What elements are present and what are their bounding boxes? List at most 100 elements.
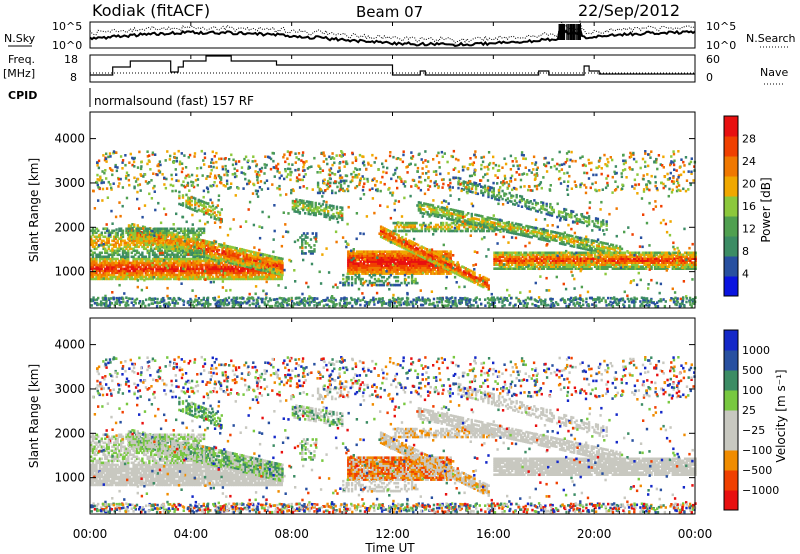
- scatter-cell: [251, 254, 254, 258]
- scatter-cell: [127, 253, 130, 257]
- scatter-cell: [150, 277, 153, 281]
- scatter-cell: [118, 273, 121, 277]
- scatter-cell: [192, 263, 195, 267]
- scatter-cell: [167, 277, 170, 281]
- scatter-cell: [194, 239, 198, 243]
- scatter-cell: [168, 243, 171, 247]
- scatter-cell: [158, 277, 162, 281]
- scatter-cell: [208, 271, 211, 275]
- scatter-cell: [315, 240, 318, 243]
- scatter-cell: [105, 277, 109, 281]
- scatter-cell: [148, 263, 151, 267]
- scatter-cell: [91, 261, 95, 265]
- scatter-cell: [95, 255, 98, 259]
- scatter-cell: [171, 269, 174, 273]
- scatter-cell: [139, 227, 142, 231]
- scatter-cell: [97, 263, 100, 267]
- scatter-cell: [229, 265, 232, 269]
- scatter-cell: [121, 247, 125, 251]
- scatter-cell: [185, 273, 188, 277]
- scatter-cell: [178, 271, 181, 275]
- scatter-cell: [142, 261, 146, 265]
- scatter-cell: [157, 235, 161, 238]
- scatter-cell: [243, 275, 246, 279]
- scatter-cell: [164, 273, 167, 277]
- scatter-cell: [157, 229, 160, 233]
- scatter-cell: [111, 267, 114, 271]
- scatter-cell: [220, 208, 223, 211]
- scatter-cell: [229, 267, 232, 271]
- scatter-cell: [262, 277, 266, 281]
- scatter-cell: [261, 271, 264, 275]
- scatter-cell: [91, 269, 95, 273]
- scatter-cell: [165, 227, 169, 231]
- scatter-cell: [309, 238, 313, 241]
- scatter-cell: [221, 247, 224, 251]
- scatter-cell: [229, 269, 232, 273]
- scatter-cell: [128, 271, 132, 275]
- scatter-cell: [98, 259, 102, 263]
- scatter-cell: [165, 241, 169, 245]
- scatter-cell: [204, 271, 208, 275]
- scatter-cell: [169, 263, 172, 267]
- scatter-cell: [120, 237, 123, 241]
- scatter-cell: [172, 259, 176, 263]
- scatter-cell: [265, 257, 268, 261]
- scatter-cell: [233, 248, 237, 252]
- scatter-cell: [211, 275, 215, 279]
- scatter-cell: [336, 185, 339, 189]
- scatter-cell: [121, 263, 125, 267]
- scatter-cell: [206, 259, 209, 263]
- scatter-cell: [267, 254, 270, 257]
- scatter-cell: [125, 259, 128, 263]
- scatter-cell: [90, 239, 93, 243]
- scatter-cell: [167, 257, 170, 261]
- scatter-cell: [167, 259, 170, 263]
- scatter-cell: [314, 201, 317, 205]
- scatter-cell: [169, 269, 172, 273]
- scatter-cell: [132, 267, 135, 271]
- scatter-cell: [140, 239, 143, 242]
- scatter-cell: [93, 277, 96, 281]
- scatter-cell: [231, 265, 234, 269]
- scatter-cell: [267, 262, 270, 265]
- scatter-cell: [204, 259, 208, 263]
- scatter-cell: [274, 256, 277, 259]
- scatter-cell: [91, 267, 95, 271]
- nsearch-trace: [89, 19, 696, 44]
- scatter-cell: [114, 269, 118, 273]
- scatter-cell: [172, 263, 176, 267]
- scatter-cell: [211, 261, 215, 265]
- scatter-cell: [236, 269, 239, 273]
- scatter-cell: [98, 269, 102, 273]
- scatter-cell: [150, 263, 153, 267]
- scatter-cell: [252, 273, 255, 277]
- scatter-cell: [127, 267, 130, 271]
- scatter-cell: [158, 267, 162, 271]
- scatter-cell: [190, 277, 193, 281]
- scatter-cell: [107, 239, 110, 243]
- scatter-cell: [164, 231, 167, 235]
- scatter-cell: [279, 269, 282, 272]
- scatter-cell: [276, 272, 279, 275]
- scatter-cell: [249, 258, 252, 261]
- scatter-cell: [140, 235, 143, 238]
- scatter-cell: [98, 257, 102, 261]
- scatter-cell: [127, 237, 130, 241]
- scatter-cell: [187, 245, 190, 249]
- scatter-cell: [404, 237, 407, 241]
- scatter-cell: [254, 257, 258, 261]
- scatter-cell: [91, 259, 95, 263]
- scatter-cell: [111, 253, 114, 257]
- scatter-cell: [105, 261, 109, 265]
- scatter-cell: [155, 269, 158, 273]
- scatter-cell: [239, 263, 242, 267]
- scatter-cell: [264, 275, 268, 279]
- scatter-cell: [281, 271, 284, 275]
- scatter-cell: [199, 261, 202, 265]
- scatter-cell: [205, 240, 208, 243]
- scatter-cell: [176, 267, 179, 271]
- scatter-cell: [171, 261, 174, 265]
- scatter-cell: [120, 277, 123, 281]
